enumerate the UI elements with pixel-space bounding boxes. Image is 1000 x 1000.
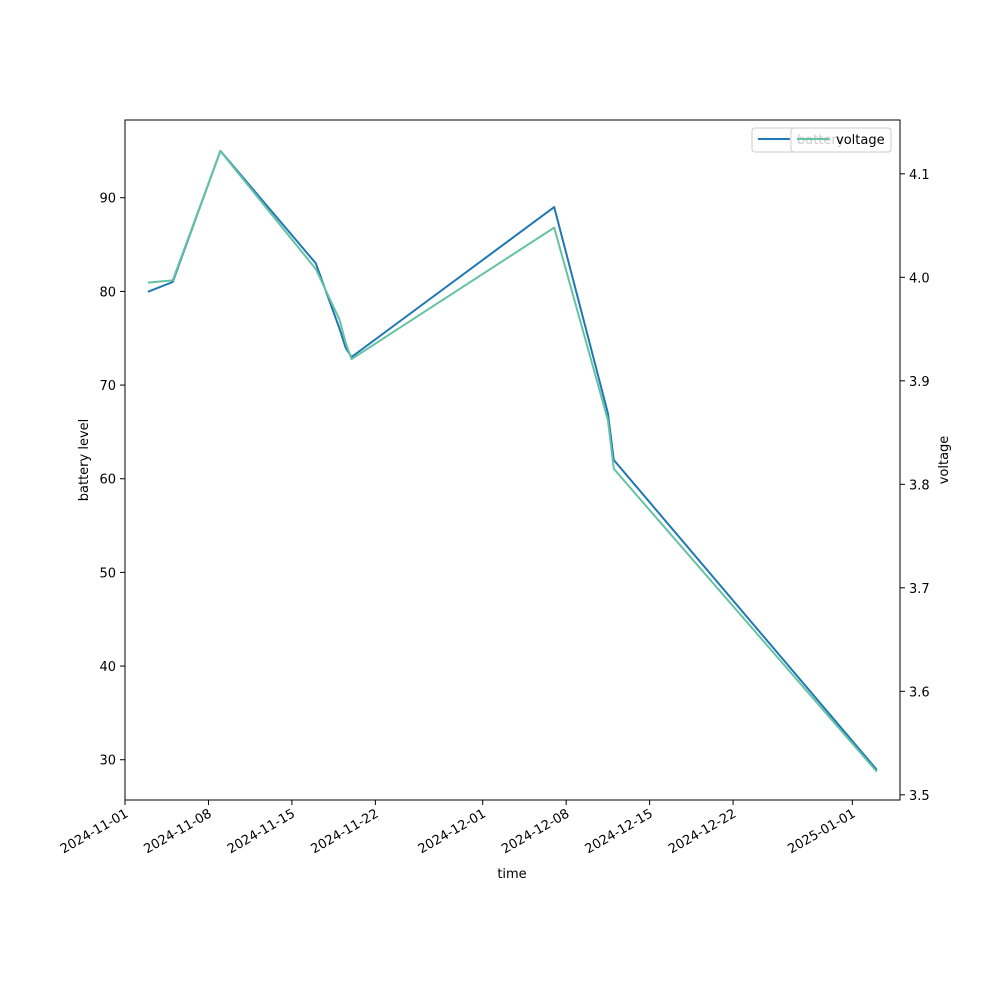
right-y-tick-label: 4.0	[909, 271, 930, 286]
left-y-axis: 30 40 50 60 70 80 90	[99, 192, 125, 769]
left-y-tick-label: 50	[99, 566, 116, 581]
right-y-axis: 3.5 3.6 3.7 3.8 3.9 4.0 4.1	[900, 168, 930, 804]
left-y-axis-title: battery level	[77, 419, 92, 502]
voltage-legend-label: voltage	[836, 133, 885, 148]
right-y-tick-label: 3.7	[909, 582, 930, 597]
voltage-legend-box	[790, 127, 892, 153]
right-y-tick-label: 4.1	[909, 168, 930, 183]
right-y-tick-label: 3.5	[909, 789, 930, 804]
voltage-legend: voltage	[790, 127, 892, 153]
right-y-tick-label: 3.6	[909, 685, 930, 700]
left-y-tick-label: 70	[99, 379, 116, 394]
left-y-tick-label: 90	[99, 192, 116, 207]
right-y-tick-label: 3.9	[909, 375, 930, 390]
plot-frame	[124, 119, 901, 801]
left-y-tick-label: 30	[99, 754, 116, 769]
right-y-axis-title: voltage	[937, 436, 952, 485]
right-y-tick-label: 3.8	[909, 478, 930, 493]
plot-area	[147, 149, 878, 773]
left-y-tick-label: 80	[99, 285, 116, 300]
x-axis-title: time	[497, 867, 526, 882]
voltage-series-line	[147, 150, 878, 773]
left-y-tick-label: 40	[99, 660, 116, 675]
left-y-tick-label: 60	[99, 473, 116, 488]
